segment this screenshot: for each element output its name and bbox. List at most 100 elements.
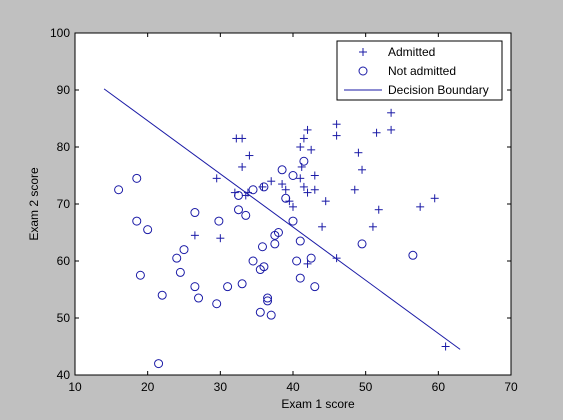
decision-boundary-line <box>103 88 461 350</box>
x-tick-label: 60 <box>432 380 446 394</box>
not-admitted-point <box>175 267 185 277</box>
not-admitted-point <box>281 193 291 203</box>
admitted-point <box>332 120 341 129</box>
legend: Admitted Not admitted Decision Boundary <box>336 40 503 101</box>
not-admitted-point <box>263 293 273 303</box>
admitted-point <box>332 254 341 263</box>
admitted-point <box>278 180 287 189</box>
legend-circle-marker <box>358 66 368 76</box>
y-tick-label: 80 <box>57 140 71 154</box>
y-tick-label: 40 <box>57 368 71 382</box>
not-admitted-points <box>114 156 418 369</box>
not-admitted-point <box>241 210 251 220</box>
admitted-point <box>368 222 377 231</box>
y-tick-label: 60 <box>57 254 71 268</box>
not-admitted-point <box>292 256 302 266</box>
not-admitted-point <box>135 270 145 280</box>
not-admitted-point <box>270 239 280 249</box>
admitted-point <box>212 174 221 183</box>
y-tick-labels: 40 50 60 70 80 90 100 <box>50 26 70 382</box>
not-admitted-point <box>143 225 153 235</box>
y-tick-label: 50 <box>57 311 71 325</box>
admitted-point <box>289 202 297 211</box>
not-admitted-point <box>214 216 224 226</box>
admitted-point <box>321 197 330 206</box>
admitted-point <box>318 222 327 231</box>
admitted-point <box>441 342 450 351</box>
not-admitted-point <box>288 171 298 180</box>
not-admitted-point <box>114 185 124 195</box>
not-admitted-point <box>157 290 167 300</box>
decision-boundary-segment <box>103 88 461 350</box>
not-admitted-point <box>299 156 309 166</box>
admitted-point <box>296 143 305 151</box>
not-admitted-point <box>223 282 233 292</box>
not-admitted-point <box>255 307 265 317</box>
legend-label-decision-boundary: Decision Boundary <box>388 83 489 97</box>
admitted-point <box>387 108 396 117</box>
admitted-point <box>372 128 381 137</box>
admitted-point <box>332 131 341 140</box>
not-admitted-point <box>172 253 182 263</box>
y-axis-label: Exam 2 score <box>27 167 41 241</box>
admitted-point <box>216 234 225 243</box>
admitted-point <box>245 151 254 160</box>
x-tick-label: 20 <box>141 380 155 394</box>
x-tick-label: 40 <box>286 380 300 394</box>
admitted-point <box>350 185 359 194</box>
admitted-points <box>190 108 450 351</box>
admitted-point <box>310 171 319 180</box>
admitted-point <box>241 191 250 200</box>
not-admitted-point <box>132 173 142 183</box>
admitted-point <box>374 205 383 214</box>
not-admitted-point <box>132 216 142 226</box>
admitted-point <box>238 162 247 171</box>
legend-plus-marker <box>359 48 367 56</box>
legend-circle-glyph <box>358 66 368 76</box>
x-tick-label: 10 <box>68 380 82 394</box>
not-admitted-point <box>154 359 164 369</box>
not-admitted-point <box>179 245 189 255</box>
admitted-point <box>299 182 308 191</box>
not-admitted-point <box>259 262 269 272</box>
admitted-point <box>190 231 199 240</box>
admitted-point <box>303 125 312 134</box>
legend-label-admitted: Admitted <box>388 45 435 59</box>
y-tick-label: 90 <box>57 83 71 97</box>
not-admitted-point <box>295 236 305 246</box>
not-admitted-point <box>277 165 287 175</box>
admitted-point <box>387 125 396 134</box>
admitted-point <box>303 188 312 197</box>
admitted-point <box>430 194 439 203</box>
not-admitted-point <box>248 256 258 266</box>
admitted-point <box>303 259 312 268</box>
admitted-point <box>358 165 367 174</box>
legend-label-not-admitted: Not admitted <box>388 64 456 78</box>
not-admitted-point <box>234 205 243 215</box>
not-admitted-point <box>237 279 247 289</box>
not-admitted-point <box>212 299 222 309</box>
x-tick-label: 70 <box>504 380 518 394</box>
not-admitted-point <box>310 282 320 292</box>
admitted-point <box>307 145 316 154</box>
not-admitted-point <box>273 228 283 237</box>
not-admitted-point <box>234 190 243 200</box>
x-tick-labels: 10 20 30 40 50 60 70 <box>68 380 518 394</box>
not-admitted-point <box>288 216 298 226</box>
not-admitted-point <box>194 293 204 303</box>
not-admitted-point <box>190 208 200 218</box>
legend-plus-glyph <box>359 48 367 56</box>
admitted-point <box>238 134 247 143</box>
x-tick-label: 30 <box>214 380 228 394</box>
axis-ticks <box>74 32 512 376</box>
not-admitted-point <box>190 282 200 292</box>
y-tick-label: 100 <box>50 26 70 40</box>
x-tick-label: 50 <box>359 380 373 394</box>
admitted-point <box>281 185 290 194</box>
not-admitted-point <box>257 242 267 252</box>
not-admitted-point <box>408 250 418 260</box>
admitted-point <box>416 202 425 211</box>
not-admitted-point <box>263 296 273 306</box>
admitted-point <box>267 177 276 186</box>
